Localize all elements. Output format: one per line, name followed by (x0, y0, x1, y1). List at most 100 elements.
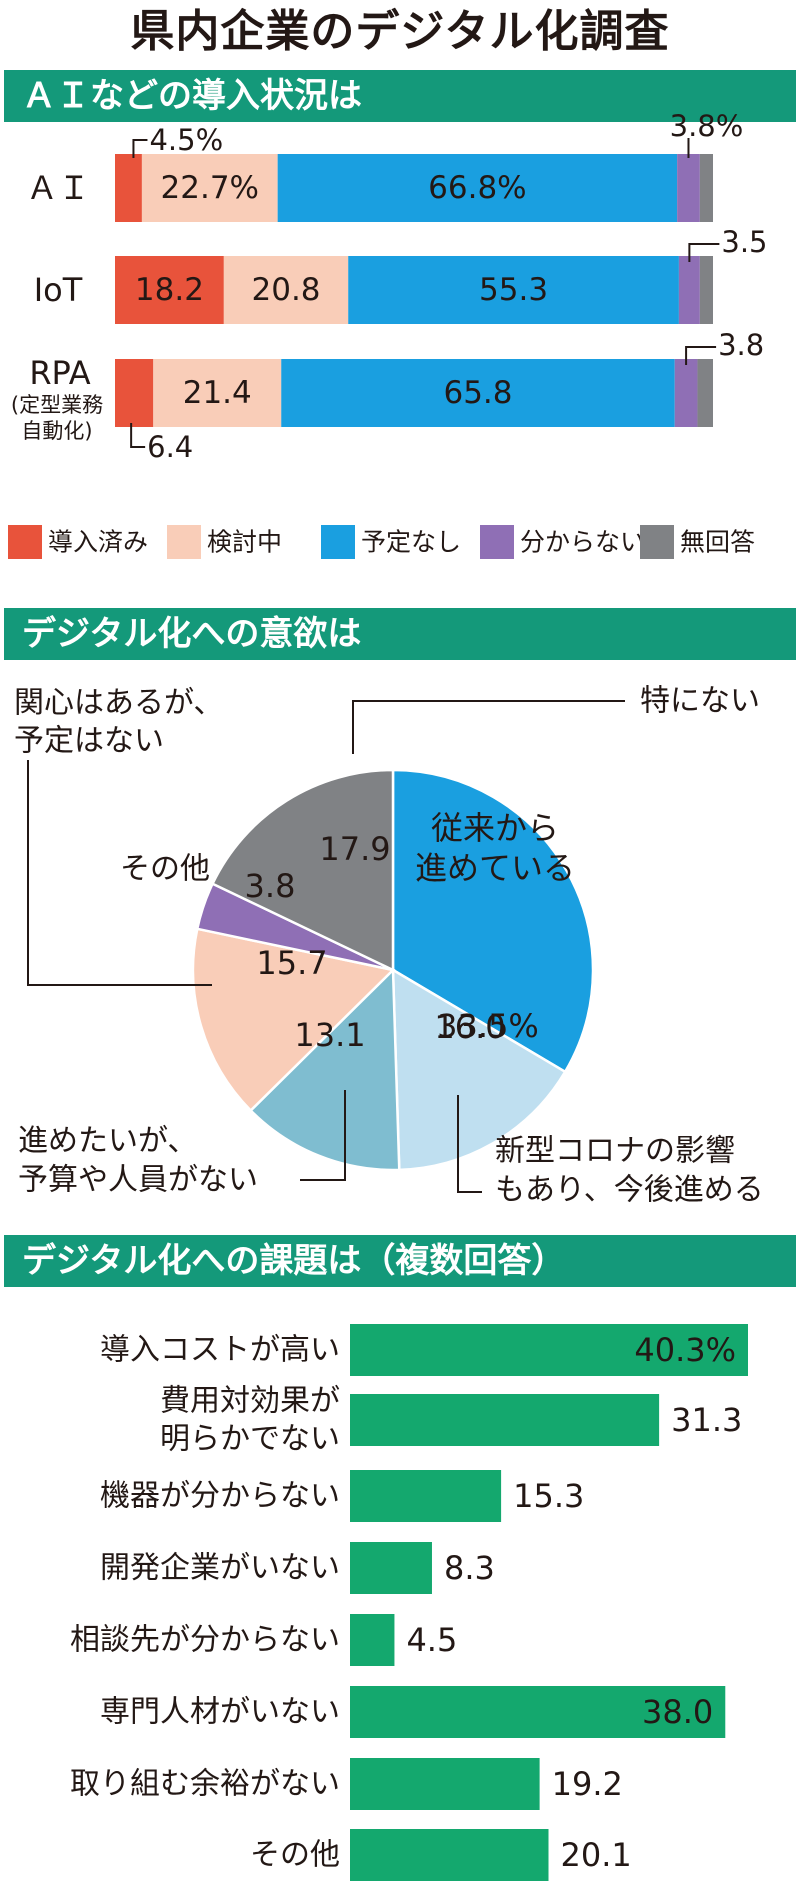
callout-line-ai-0 (132, 139, 148, 158)
callout-line-rpa-3 (685, 346, 717, 365)
pie-leader-line-2 (300, 1090, 346, 1181)
legend-label-3: 分からない (520, 528, 645, 557)
challenge-bar-2 (350, 1470, 502, 1522)
challenge-bar-7 (350, 1829, 549, 1881)
pie-slice-2 (248, 967, 401, 1172)
challenge-value-5: 38.0 (642, 1693, 713, 1731)
pie-value-label-5: 17.9 (319, 830, 390, 868)
pie-leader-line-1 (457, 1095, 482, 1193)
legend-swatch-1 (167, 525, 201, 559)
challenge-label-4: 相談先が分からない (70, 1623, 340, 1658)
pie-slice-5 (210, 768, 395, 972)
legend-swatch-0 (8, 525, 42, 559)
challenge-value-6: 19.2 (552, 1765, 623, 1803)
category-label-rpa: RPA (29, 354, 90, 392)
category-note-rpa-1: 自動化) (21, 419, 92, 443)
legend-label-2: 予定なし (361, 528, 461, 557)
category-note-rpa-0: (定型業務 (11, 393, 103, 417)
value-label-iot-2: 55.3 (479, 272, 548, 308)
bar-segment-rpa-0 (115, 359, 154, 427)
pie-value-label-3: 15.7 (256, 944, 327, 982)
value-label-ai-1: 22.7% (161, 170, 259, 206)
pie-name-label-2-0: 進めたいが、 (18, 1124, 197, 1159)
pie-leader-line-5 (352, 700, 640, 754)
challenge-value-0: 40.3% (634, 1331, 736, 1369)
value-label-ai-0: 4.5% (149, 123, 223, 157)
pie-slice-3 (191, 927, 396, 1113)
pie-slice-0 (391, 768, 595, 1074)
challenge-label-2: 機器が分からない (100, 1479, 340, 1514)
bar-segment-iot-0 (115, 256, 224, 324)
motivation-pie-chart: 33.5%16.0 13.1 15.7 3.8 17.9 従来から進めている新型コロナの影… (14, 681, 775, 1208)
pie-name-label-4-0: その他 (120, 852, 210, 887)
pie-name-label-3-0: 関心はあるが、 (14, 686, 223, 721)
challenge-label-1-0: 費用対効果が (160, 1384, 340, 1419)
pie-value-label-0: 33.5% (437, 1007, 539, 1045)
pie-value-label-2: 13.1 (294, 1016, 365, 1054)
bar-segment-rpa-1 (153, 359, 282, 427)
callout-line-iot-3 (688, 243, 720, 262)
value-label-rpa-0: 6.4 (147, 430, 193, 464)
bar-segment-ai-0 (115, 154, 142, 222)
section-header-adoption: ＡＩなどの導入状況は (4, 70, 796, 122)
challenge-label-5: 専門人材がいない (100, 1695, 340, 1730)
pie-name-label-5-0: 特にない (640, 684, 760, 719)
challenge-value-3: 8.3 (444, 1549, 495, 1587)
challenge-value-7: 20.1 (561, 1836, 632, 1874)
bar-segment-iot-4 (699, 256, 713, 324)
section-header-challenges: デジタル化への課題は（複数回答） (4, 1235, 796, 1287)
bar-segment-ai-4 (699, 154, 713, 222)
callout-line-rpa-0 (130, 423, 146, 448)
challenge-bar-0 (350, 1324, 748, 1376)
challenge-label-3: 開発企業がいない (100, 1551, 340, 1586)
bar-segment-rpa-4 (697, 359, 713, 427)
legend-label-0: 導入済み (48, 528, 148, 557)
pie-name-label-1-1: もあり、今後進める (495, 1173, 764, 1208)
bar-segment-iot-1 (223, 256, 349, 324)
challenge-bar-5 (350, 1686, 726, 1738)
pie-slice-1 (391, 967, 567, 1172)
value-label-ai-2: 66.8% (428, 170, 526, 206)
bar-segment-ai-1 (141, 154, 278, 222)
challenge-bar-6 (350, 1758, 540, 1810)
challenge-value-4: 4.5 (406, 1621, 457, 1659)
challenge-value-2: 15.3 (513, 1477, 584, 1515)
bar-segment-iot-3 (678, 256, 700, 324)
value-label-iot-1: 20.8 (252, 272, 321, 308)
pie-value-label-4: 3.8 (245, 867, 296, 905)
pie-name-label-0-1: 進めている (415, 849, 575, 887)
challenge-label-7: その他 (250, 1838, 340, 1873)
legend-swatch-4 (640, 525, 674, 559)
section-header-motivation: デジタル化への意欲は (4, 608, 796, 660)
value-label-ai-3: 3.8% (670, 109, 744, 143)
value-label-rpa-1: 21.4 (183, 375, 252, 411)
pie-name-label-3-1: 予定はない (14, 724, 164, 759)
pie-name-label-1-0: 新型コロナの影響 (495, 1134, 735, 1169)
pie-value-label-1: 16.0 (434, 1008, 505, 1046)
challenge-bar-3 (350, 1542, 432, 1594)
value-label-rpa-3: 3.8 (718, 328, 764, 362)
bar-segment-rpa-2 (281, 359, 675, 427)
challenge-value-1: 31.3 (671, 1401, 742, 1439)
challenge-label-6: 取り組む余裕がない (70, 1767, 340, 1802)
challenge-label-1-1: 明らかでない (160, 1422, 340, 1457)
pie-name-label-2-1: 予算や人員がない (18, 1163, 258, 1198)
pie-leader-line-3 (27, 760, 212, 986)
pie-name-label-0-0: 従来から (431, 809, 559, 847)
legend-label-1: 検討中 (207, 528, 282, 557)
bar-segment-ai-3 (677, 154, 700, 222)
page-title: 県内企業のデジタル化調査 (130, 6, 670, 57)
adoption-stacked-bar-chart: ＡＩ 22.7% 66.8% 4.5% 3.8% IoT 18.2 20.8 55.3 3.5 RP… (8, 109, 768, 559)
pie-label-backdrop-5 (625, 681, 775, 721)
bar-segment-rpa-3 (674, 359, 698, 427)
value-label-iot-3: 3.5 (721, 225, 767, 259)
category-label-iot: IoT (34, 271, 83, 309)
challenge-label-0: 導入コストが高い (100, 1333, 340, 1368)
value-label-rpa-2: 65.8 (443, 375, 512, 411)
category-label-ai: ＡＩ (26, 169, 90, 207)
bar-segment-iot-2 (348, 256, 679, 324)
legend-swatch-3 (480, 525, 514, 559)
challenge-bar-4 (350, 1614, 395, 1666)
challenge-bar-1 (350, 1394, 660, 1446)
